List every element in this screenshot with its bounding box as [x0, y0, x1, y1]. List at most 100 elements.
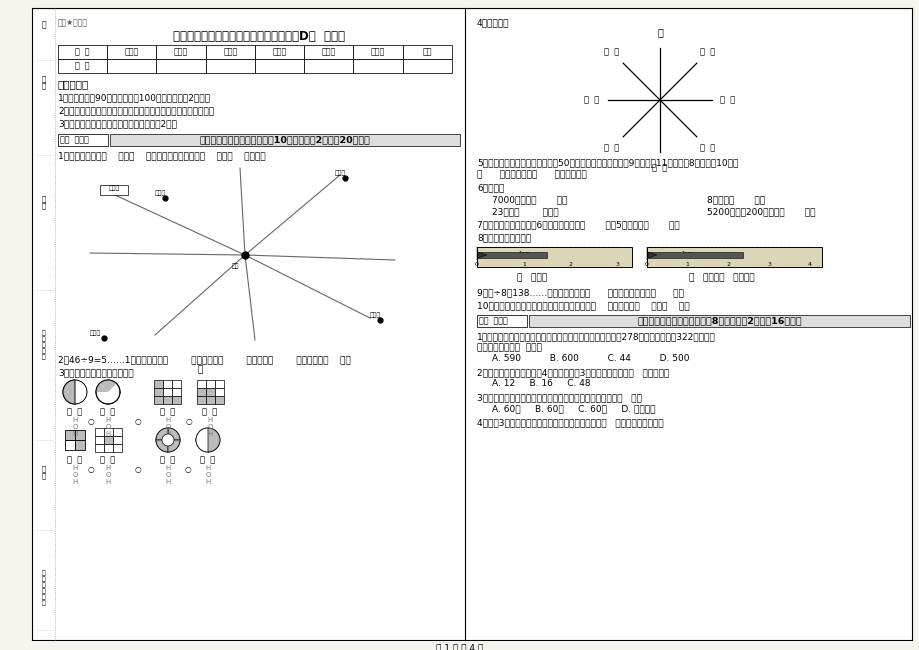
Text: （  ）: （ ） [699, 47, 715, 57]
Bar [113, 428, 122, 436]
Text: H: H [165, 465, 170, 471]
Text: H: H [106, 465, 110, 471]
Text: 23吨＝（        ）千克: 23吨＝（ ）千克 [492, 207, 558, 216]
Bar [478, 252, 546, 258]
Bar [255, 59, 304, 73]
Text: 1、小红家在学校（    ）方（    ）米处；小明家在学校（    ）方（    ）米处。: 1、小红家在学校（ ）方（ ）米处；小明家在学校（ ）方（ ）米处。 [58, 151, 266, 160]
Text: A. 12     B. 16     C. 48: A. 12 B. 16 C. 48 [492, 379, 590, 388]
Bar [163, 380, 172, 388]
Text: 8千克＝（       ）克: 8千克＝（ ）克 [706, 195, 765, 204]
Text: （  ）: （ ） [584, 96, 599, 105]
Text: 总分: 总分 [422, 47, 432, 57]
Text: 绝密★启用前: 绝密★启用前 [58, 18, 88, 27]
Bar [156, 59, 206, 73]
Bar [403, 59, 451, 73]
Text: 测: 测 [41, 20, 46, 29]
Circle shape [62, 380, 87, 404]
Text: 1cm: 1cm [517, 251, 529, 256]
Bar [156, 45, 206, 59]
Text: 一、用心思考，正确填空（共10小题，每题2分，共20分）。: 一、用心思考，正确填空（共10小题，每题2分，共20分）。 [199, 135, 370, 144]
Text: 0: 0 [474, 263, 479, 268]
Text: H: H [73, 465, 77, 471]
Text: 北: 北 [656, 27, 663, 37]
Bar [403, 45, 451, 59]
Text: H: H [207, 417, 212, 423]
Text: （  ）: （ ） [67, 407, 83, 416]
Bar [95, 436, 104, 444]
Text: H: H [165, 479, 170, 485]
Bar [476, 315, 527, 327]
Text: 2、一个长方形花坛的宽是4米，长是宽的3倍，花坛的面积是（   ）平方米。: 2、一个长方形花坛的宽是4米，长是宽的3倍，花坛的面积是（ ）平方米。 [476, 368, 668, 377]
Text: 8、量出钉子的长度。: 8、量出钉子的长度。 [476, 233, 530, 242]
Text: 3: 3 [766, 263, 770, 268]
Text: 9、口÷8＝138……口，余数最大填（      ），这时被除数是（      ）。: 9、口÷8＝138……口，余数最大填（ ），这时被除数是（ ）。 [476, 288, 683, 297]
Text: ○: ○ [87, 465, 95, 474]
Bar [75, 440, 85, 450]
Text: （  ）: （ ） [202, 407, 218, 416]
Text: H: H [73, 479, 77, 485]
Bar [153, 380, 163, 388]
Text: 1、考试时间：90分钟，满分为100分（含卷面分2分）。: 1、考试时间：90分钟，满分为100分（含卷面分2分）。 [58, 93, 210, 102]
Text: 4、下列3个图形中，每个小正方形都一样大，那么（   ）图形的周长最长。: 4、下列3个图形中，每个小正方形都一样大，那么（ ）图形的周长最长。 [476, 418, 663, 427]
Text: A. 590          B. 600          C. 44          D. 500: A. 590 B. 600 C. 44 D. 500 [492, 354, 688, 363]
Text: H: H [207, 431, 212, 437]
Text: （  ）: （ ） [604, 47, 618, 57]
Bar [58, 45, 108, 59]
Bar [104, 436, 113, 444]
Bar [108, 59, 156, 73]
Text: O: O [73, 472, 77, 478]
Bar [206, 388, 215, 396]
Bar [104, 428, 113, 436]
Bar [476, 247, 631, 267]
Text: 3、看图写分数，并比较大小。: 3、看图写分数，并比较大小。 [58, 368, 133, 377]
Text: ○: ○ [134, 417, 142, 426]
Bar [206, 396, 215, 404]
Text: （      ）跑得最快。（      ）跑得最慢。: （ ）跑得最快。（ ）跑得最慢。 [476, 170, 586, 179]
Text: O: O [105, 472, 110, 478]
Bar [65, 440, 75, 450]
Text: O: O [73, 424, 77, 430]
Wedge shape [99, 380, 108, 392]
Circle shape [196, 428, 220, 452]
Text: （  ）: （ ） [604, 144, 618, 153]
Text: 学校: 学校 [231, 263, 239, 268]
Bar [113, 444, 122, 452]
Bar [100, 185, 128, 195]
Polygon shape [478, 252, 486, 258]
Wedge shape [196, 428, 208, 452]
Text: 乡
镇
（
街
道
）: 乡 镇 （ 街 道 ） [42, 570, 46, 606]
Bar [646, 247, 821, 267]
Bar [58, 59, 108, 73]
Text: （  ）: （ ） [67, 455, 83, 464]
Bar [215, 388, 223, 396]
Bar [215, 380, 223, 388]
Text: 0: 0 [644, 263, 648, 268]
Text: 填空题: 填空题 [125, 47, 139, 57]
Bar [95, 428, 104, 436]
Text: A. 60秒     B. 60分     C. 60时     D. 无法确定: A. 60秒 B. 60分 C. 60时 D. 无法确定 [492, 404, 655, 413]
Bar [163, 396, 172, 404]
Bar [108, 45, 156, 59]
Text: （  ）: （ ） [652, 164, 667, 172]
Text: O: O [205, 472, 210, 478]
Text: 3: 3 [615, 263, 619, 268]
Bar [172, 388, 181, 396]
Bar [304, 59, 353, 73]
Bar [197, 388, 206, 396]
Text: 4: 4 [807, 263, 811, 268]
Wedge shape [96, 384, 108, 392]
Text: 10、在进位加法中，不管哪一位上的数相加满（    ），都要向（    ）进（    ）。: 10、在进位加法中，不管哪一位上的数相加满（ ），都要向（ ）进（ ）。 [476, 301, 689, 310]
Bar [304, 45, 353, 59]
Wedge shape [168, 440, 180, 452]
Circle shape [162, 434, 174, 446]
Bar [206, 380, 215, 388]
Text: （  ）: （ ） [200, 455, 215, 464]
Text: 小明家: 小明家 [335, 170, 346, 176]
Bar [163, 388, 172, 396]
Text: 学
校: 学 校 [42, 465, 46, 478]
Bar [197, 396, 206, 404]
Text: 小红家: 小红家 [90, 330, 101, 335]
Text: H: H [205, 479, 210, 485]
Bar [353, 59, 403, 73]
Bar [197, 380, 206, 388]
